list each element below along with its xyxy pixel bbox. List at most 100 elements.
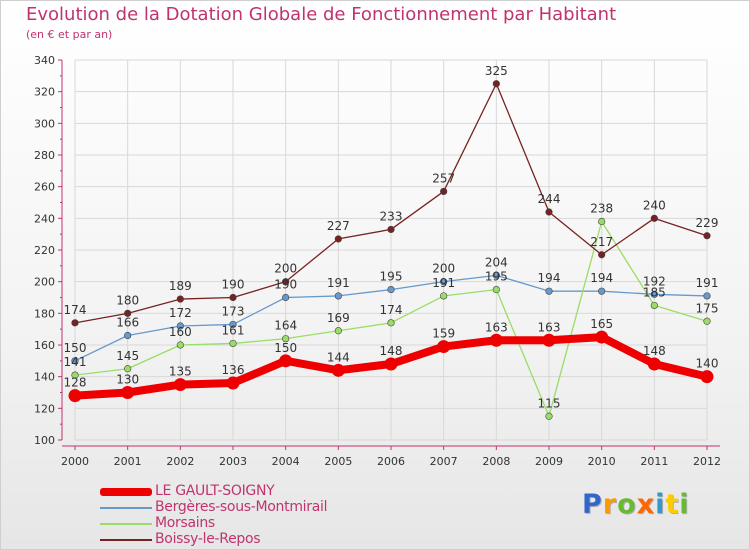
data-point <box>71 319 79 327</box>
data-label: 257 <box>432 171 455 185</box>
data-point <box>703 317 711 325</box>
data-label: 185 <box>643 285 666 299</box>
data-point <box>121 386 135 399</box>
x-tick-label: 2009 <box>535 455 563 468</box>
data-point <box>545 412 553 420</box>
data-label: 161 <box>222 323 245 337</box>
legend-swatch <box>100 507 152 509</box>
data-point <box>542 333 556 347</box>
x-tick-label: 2010 <box>588 455 616 468</box>
data-label: 173 <box>222 304 245 318</box>
data-label: 150 <box>274 341 297 355</box>
x-tick-label: 2001 <box>114 455 142 468</box>
x-tick-label: 2011 <box>640 455 668 468</box>
data-label: 325 <box>485 64 508 78</box>
data-point <box>387 285 395 294</box>
y-tick-label: 120 <box>34 402 55 415</box>
data-point <box>176 295 184 303</box>
data-label: 148 <box>380 344 403 358</box>
data-point <box>489 333 503 347</box>
data-label: 200 <box>432 262 455 276</box>
data-label: 174 <box>64 303 87 317</box>
data-point <box>229 320 237 329</box>
data-point <box>595 330 609 344</box>
data-label: 165 <box>590 317 613 331</box>
data-label: 174 <box>380 303 403 317</box>
y-tick-label: 140 <box>34 371 55 384</box>
data-label: 169 <box>327 311 350 325</box>
logo-letter: t <box>665 489 680 520</box>
data-label: 189 <box>169 279 192 293</box>
data-label: 191 <box>327 276 350 290</box>
data-label: 192 <box>643 274 666 288</box>
data-label: 195 <box>380 270 403 284</box>
data-label: 229 <box>696 216 719 230</box>
data-point <box>384 357 398 371</box>
data-label: 238 <box>590 202 613 216</box>
data-point <box>334 235 342 243</box>
data-point <box>226 376 240 390</box>
data-point <box>124 365 132 373</box>
data-label: 115 <box>538 396 561 410</box>
data-point <box>176 322 184 330</box>
data-label: 144 <box>327 350 350 364</box>
legend-swatch <box>100 523 152 525</box>
legend-label: Morsains <box>155 515 215 531</box>
x-tick-label: 2004 <box>272 455 300 468</box>
data-label: 159 <box>432 327 455 341</box>
data-point <box>440 187 448 196</box>
y-tick-label: 340 <box>34 54 55 67</box>
data-label: 217 <box>590 235 613 249</box>
data-point <box>650 301 658 310</box>
logo-letter: i <box>679 489 690 520</box>
data-point <box>598 251 606 259</box>
logo-letter: i <box>655 489 666 520</box>
y-tick-label: 200 <box>34 276 55 289</box>
data-point <box>545 287 553 295</box>
y-tick-label: 220 <box>34 244 55 257</box>
x-tick-label: 2005 <box>324 455 352 468</box>
data-point <box>440 278 448 286</box>
data-point <box>71 371 79 379</box>
y-tick-label: 180 <box>34 307 55 320</box>
data-label: 141 <box>64 355 87 369</box>
data-point <box>545 208 553 216</box>
x-tick-label: 2003 <box>219 455 247 468</box>
data-point <box>282 335 290 343</box>
data-label: 195 <box>485 270 508 284</box>
data-point <box>700 370 714 384</box>
chart-title: Evolution de la Dotation Globale de Fonc… <box>26 4 617 25</box>
data-point <box>492 80 500 88</box>
logo-letter: x <box>636 489 656 520</box>
data-label: 130 <box>116 373 139 387</box>
legend-swatch <box>100 539 152 541</box>
data-point <box>229 293 237 302</box>
axes: 100 120 140 160 180 200 220 240 260 280 300 320 340 2… <box>34 54 721 468</box>
data-label: 227 <box>327 219 350 233</box>
chart-subtitle: (en € et par an) <box>26 28 113 41</box>
data-label: 140 <box>696 357 719 371</box>
data-point <box>703 232 711 240</box>
data-point <box>492 285 500 294</box>
data-point <box>650 290 658 298</box>
data-label: 233 <box>380 209 403 223</box>
data-point <box>437 340 451 354</box>
data-label: 194 <box>538 271 561 285</box>
data-label: 164 <box>274 319 297 333</box>
data-label: 190 <box>274 278 297 292</box>
y-tick-label: 160 <box>34 339 55 352</box>
data-label: 150 <box>64 341 87 355</box>
x-tick-label: 2000 <box>61 455 89 468</box>
data-label: 191 <box>696 276 719 290</box>
logo-letter: P <box>582 489 603 520</box>
x-tick-label: 2008 <box>482 455 510 468</box>
legend-label: LE GAULT-SOIGNY <box>155 483 275 499</box>
x-tick-label: 2012 <box>693 455 721 468</box>
data-point <box>279 354 293 368</box>
data-point <box>124 331 132 340</box>
data-label: 145 <box>116 349 139 363</box>
proxiti-logo: Proxiti <box>582 489 690 520</box>
data-point <box>176 341 184 349</box>
data-point <box>331 363 345 377</box>
logo-letter: o <box>617 489 637 520</box>
